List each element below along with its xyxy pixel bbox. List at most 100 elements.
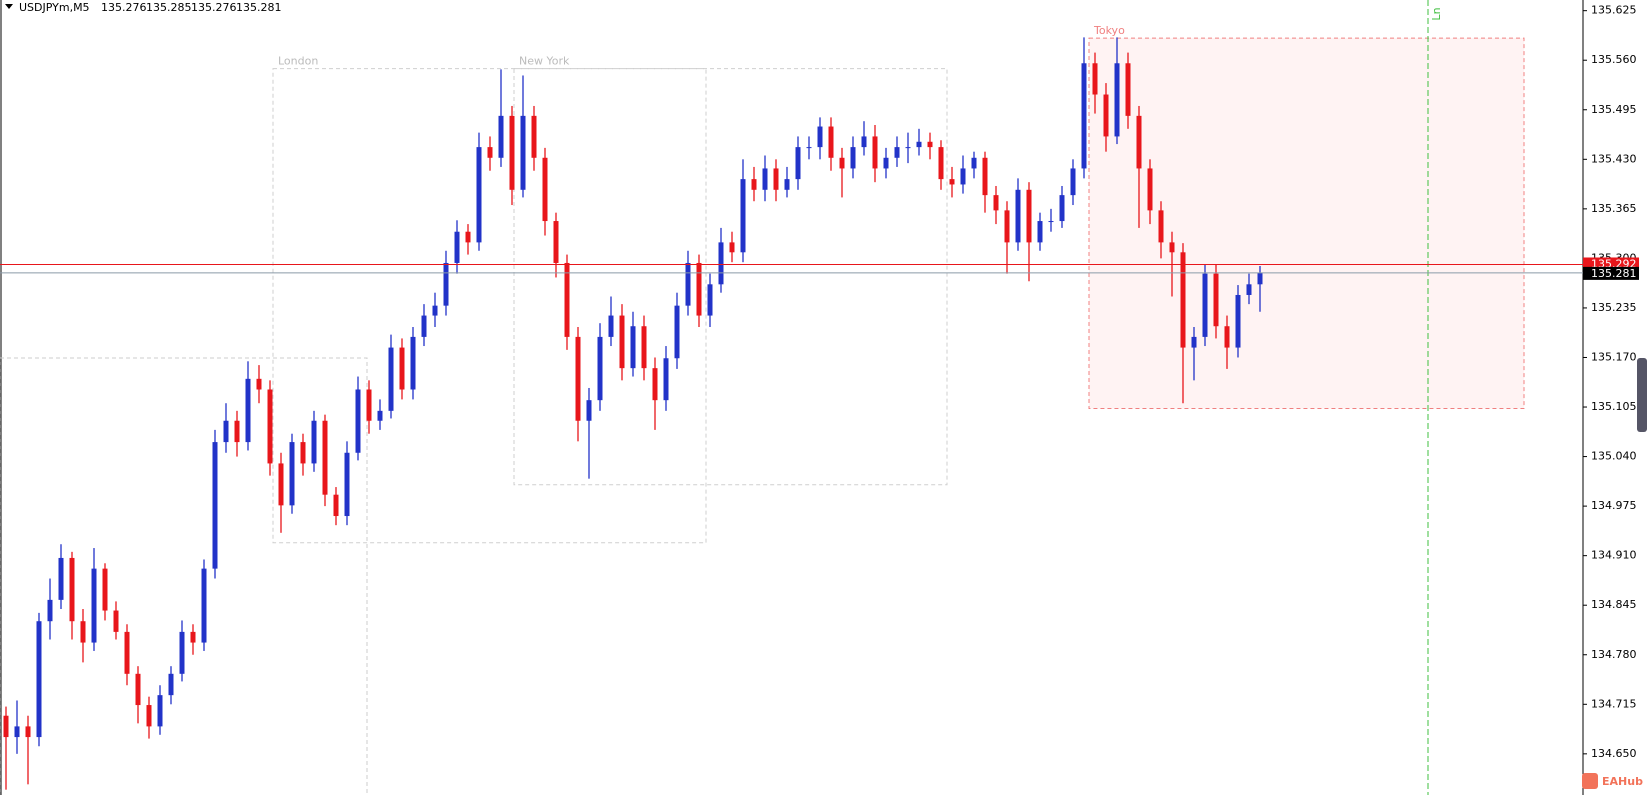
candle-body: [597, 336, 603, 401]
y-tick-label: 135.170: [1591, 350, 1637, 363]
y-tick-label: 134.975: [1591, 499, 1637, 512]
candle-body: [1026, 189, 1032, 243]
candle-body: [157, 695, 163, 727]
candle-body: [421, 315, 427, 337]
candle-body: [212, 442, 218, 569]
candle-body: [1224, 326, 1230, 348]
y-tick-label: 135.495: [1591, 103, 1637, 116]
session-box: [1088, 37, 1525, 410]
candle-body: [344, 452, 350, 517]
candle-body: [916, 141, 922, 148]
candle-body: [971, 157, 977, 169]
y-tick-label: 135.040: [1591, 450, 1637, 463]
candle-body: [322, 420, 328, 495]
candle-body: [927, 141, 933, 148]
candle-body: [388, 347, 394, 411]
candle-body: [355, 389, 361, 453]
candle-body: [465, 231, 471, 243]
header-high: 135.285: [146, 1, 192, 14]
scroll-widget[interactable]: [1637, 358, 1647, 432]
candle-body: [806, 147, 812, 149]
candle-body: [718, 242, 724, 285]
candle-body: [1114, 63, 1120, 137]
candle-body: [1004, 210, 1010, 243]
candle-body: [1015, 189, 1021, 243]
y-tick-label: 134.780: [1591, 648, 1637, 661]
candle-body: [1158, 210, 1164, 243]
candle-body: [982, 157, 988, 196]
candle-body: [256, 378, 262, 390]
session-label: Tokyo: [1093, 24, 1125, 37]
candle-body: [1147, 168, 1153, 211]
candle-body: [432, 305, 438, 316]
candle-body: [69, 557, 75, 622]
candle-body: [135, 673, 141, 706]
candle-body: [1235, 294, 1241, 348]
candle-body: [146, 705, 152, 727]
candles: [3, 37, 1263, 790]
candle-body: [410, 336, 416, 390]
candle-body: [619, 315, 625, 369]
candle-body: [179, 631, 185, 674]
candle-body: [58, 557, 64, 600]
candle-body: [300, 442, 306, 464]
symbol: USDJPYm,M5: [19, 1, 90, 14]
candle-body: [333, 494, 339, 517]
candle-body: [575, 336, 581, 421]
candle-body: [366, 389, 372, 421]
candle-body: [102, 568, 108, 611]
session-box: [272, 68, 707, 544]
header-close: 135.281: [236, 1, 282, 14]
candle-body: [1103, 94, 1109, 137]
candle-body: [531, 115, 537, 158]
candle-body: [773, 168, 779, 190]
y-tick-label: 134.845: [1591, 598, 1637, 611]
candle-body: [993, 195, 999, 211]
candle-body: [278, 463, 284, 506]
candle-body: [1136, 115, 1142, 169]
candle-body: [762, 168, 768, 190]
candle-body: [476, 147, 482, 243]
candle-body: [47, 599, 53, 622]
candle-body: [707, 284, 713, 316]
session-label: New York: [519, 55, 570, 68]
candle-body: [201, 568, 207, 643]
candle-body: [817, 126, 823, 148]
watermark: EAHub: [1582, 773, 1643, 789]
candle-body: [234, 420, 240, 443]
header: USDJPYm,M5 135.276 135.285 135.276 135.2…: [5, 1, 282, 14]
candle-body: [25, 726, 31, 738]
candle-body: [1213, 273, 1219, 327]
candle-body: [1070, 168, 1076, 196]
candle-body: [861, 136, 867, 148]
y-tick-label: 135.560: [1591, 53, 1637, 66]
candle-body: [3, 715, 9, 738]
session-box: [513, 68, 948, 486]
collapse-arrow[interactable]: [5, 4, 13, 9]
candle-body: [1048, 221, 1054, 223]
candle-body: [1059, 195, 1065, 222]
vertical-line-label: Ln: [1430, 7, 1443, 20]
candle-body: [124, 631, 130, 674]
candle-body: [168, 673, 174, 696]
candle-body: [36, 621, 42, 738]
last-label: 135.281: [1591, 267, 1637, 280]
candle-body: [872, 136, 878, 169]
candle-body: [1125, 63, 1131, 116]
candle-body: [795, 147, 801, 180]
header-open: 135.276: [101, 1, 147, 14]
candle-body: [245, 378, 251, 443]
candle-body: [1191, 336, 1197, 348]
y-tick-label: 135.105: [1591, 400, 1637, 413]
candle-body: [883, 157, 889, 169]
y-tick-label: 134.715: [1591, 697, 1637, 710]
watermark-icon: [1582, 773, 1598, 789]
candle-body: [938, 147, 944, 180]
header-low: 135.276: [191, 1, 237, 14]
session-label: London: [278, 55, 318, 68]
candle-body: [839, 157, 845, 169]
candle-body: [608, 315, 614, 337]
candle-body: [553, 221, 559, 263]
